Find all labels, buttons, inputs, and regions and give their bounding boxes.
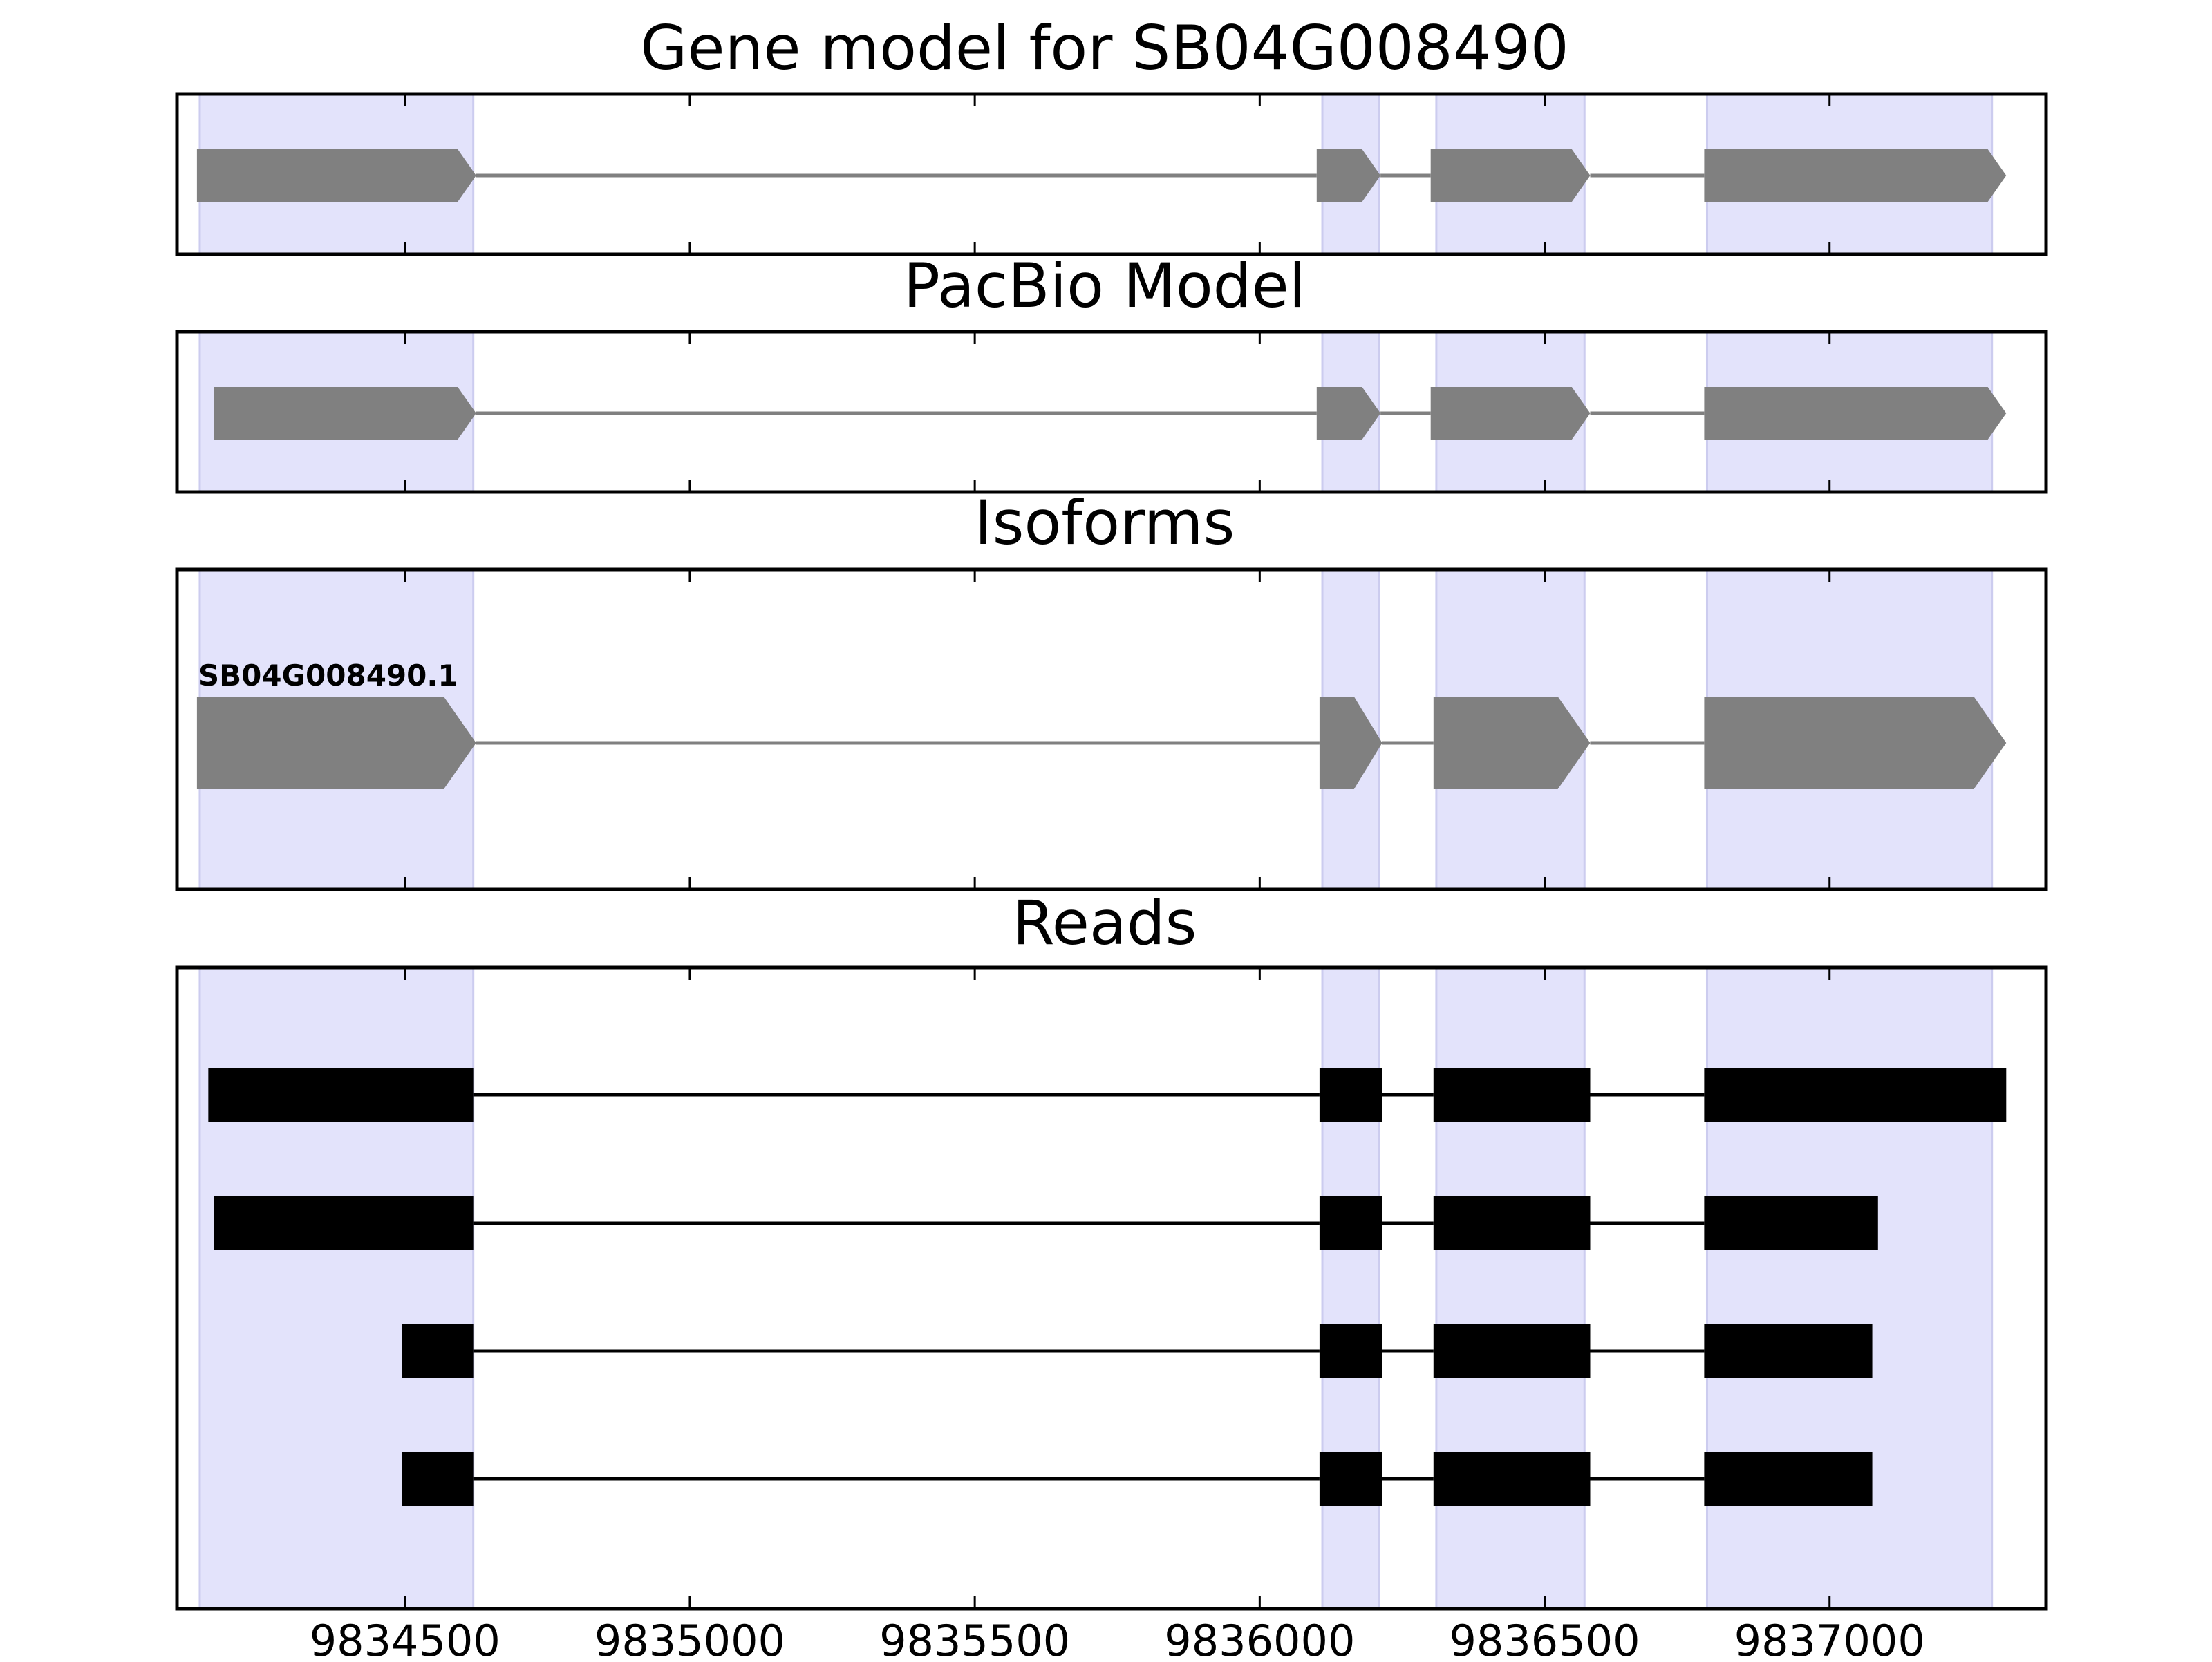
- exon-block: [1430, 149, 1591, 202]
- exon-region-band: [198, 966, 475, 1610]
- read-exon-block: [1319, 1324, 1382, 1378]
- x-tick-label: 9837000: [1734, 1616, 1925, 1659]
- read-exon-block: [1319, 1068, 1382, 1122]
- x-tick-label: 9834500: [310, 1616, 500, 1659]
- panel-2: PacBio Model: [175, 250, 2048, 494]
- panel-frame: [175, 567, 2048, 891]
- exon-block: [196, 149, 476, 202]
- panel-frame: [175, 92, 2048, 256]
- read-exon-block: [1433, 1452, 1591, 1506]
- exon-region-band: [1321, 966, 1380, 1610]
- exon-block: [1316, 387, 1381, 440]
- exon-block: [1704, 149, 2007, 202]
- read-exon-block: [214, 1196, 474, 1250]
- read-exon-block: [1704, 1324, 1873, 1378]
- exon-block: [1704, 697, 2007, 789]
- panel-frame: [175, 330, 2048, 494]
- read-exon-block: [1319, 1452, 1382, 1506]
- isoform-label: SB04G008490.1: [198, 659, 458, 692]
- exon-block: [1433, 697, 1591, 789]
- read-exon-block: [1704, 1068, 2007, 1122]
- exon-block: [1319, 697, 1382, 789]
- x-tick-label: 9836500: [1449, 1616, 1640, 1659]
- exon-block: [196, 697, 476, 789]
- x-tick-label: 9835000: [594, 1616, 785, 1659]
- panel-1: Gene model for SB04G008490: [175, 12, 2048, 256]
- read-exon-block: [1433, 1196, 1591, 1250]
- exon-block: [1316, 149, 1381, 202]
- read-exon-block: [1704, 1452, 1873, 1506]
- read-exon-block: [402, 1452, 474, 1506]
- read-exon-block: [1433, 1324, 1591, 1378]
- exon-block: [1430, 387, 1591, 440]
- panel-frame: [175, 965, 2048, 1611]
- panel-title: Isoforms: [975, 487, 1235, 558]
- read-exon-block: [1704, 1196, 1878, 1250]
- exon-region-band: [1705, 966, 1994, 1610]
- read-exon-block: [208, 1068, 474, 1122]
- x-tick-label: 9835500: [879, 1616, 1070, 1659]
- exon-block: [1704, 387, 2007, 440]
- panel-title: Gene model for SB04G008490: [640, 12, 1569, 84]
- panel-4: Reads: [175, 887, 2048, 1611]
- panel-title: Reads: [1013, 887, 1197, 959]
- read-exon-block: [402, 1324, 474, 1378]
- panel-title: PacBio Model: [903, 250, 1306, 321]
- exon-block: [214, 387, 476, 440]
- exon-region-band: [1435, 966, 1586, 1610]
- panel-3: SB04G008490.1 Isoforms: [175, 487, 2048, 891]
- read-exon-block: [1433, 1068, 1591, 1122]
- read-exon-block: [1319, 1196, 1382, 1250]
- x-tick-label: 9836000: [1164, 1616, 1355, 1659]
